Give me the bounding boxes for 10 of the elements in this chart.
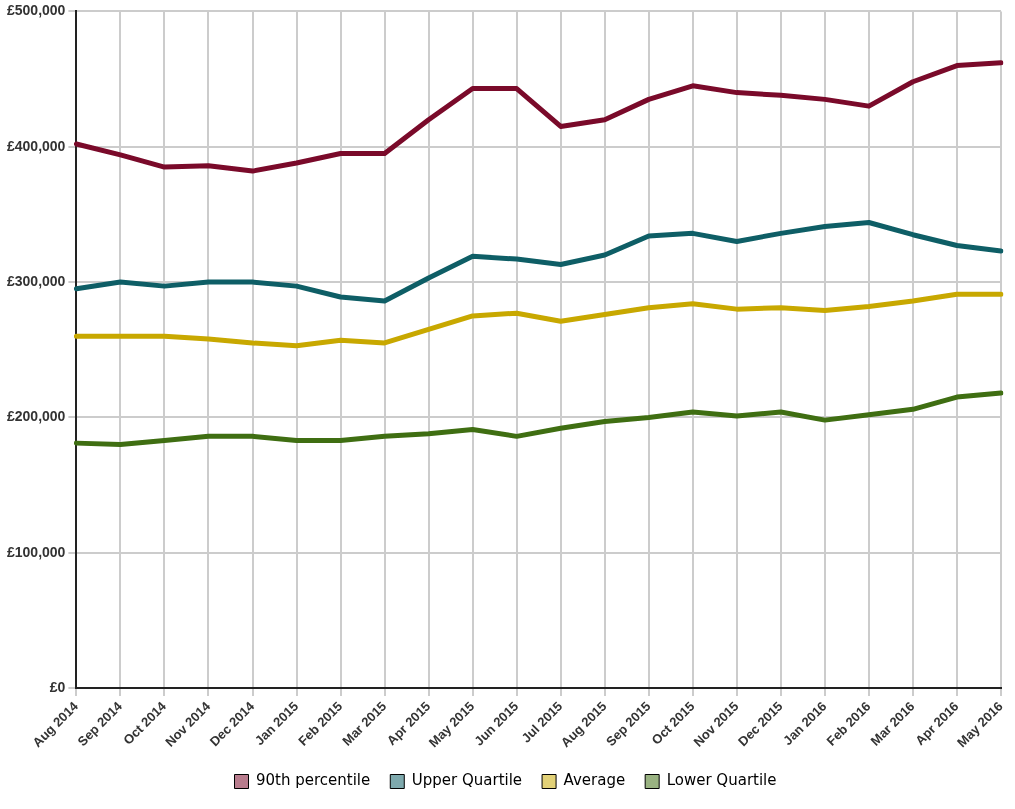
y-tick-label: £300,000 [6, 272, 66, 289]
y-tick-label: £200,000 [6, 408, 66, 425]
legend-label: Upper Quartile [411, 771, 523, 790]
legend-label: 90th percentile [256, 771, 371, 790]
y-tick-label: £100,000 [6, 543, 66, 560]
legend-label: Average [563, 771, 626, 790]
y-tick-label: £0 [49, 678, 66, 695]
y-tick-label: £500,000 [6, 2, 66, 19]
y-tick-label: £400,000 [6, 137, 66, 154]
legend-label: Lower Quartile [666, 771, 777, 790]
